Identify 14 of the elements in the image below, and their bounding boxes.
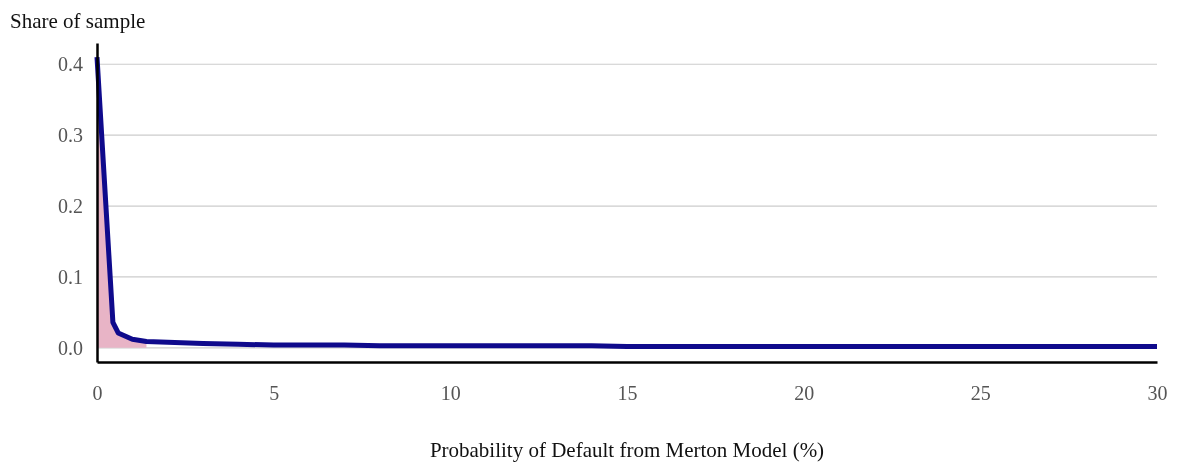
y-axis-title: Share of sample (10, 9, 146, 33)
x-axis-title: Probability of Default from Merton Model (%) (429, 438, 825, 462)
x-tick-label: 0 (92, 382, 103, 405)
x-tick-label: 30 (1147, 382, 1168, 405)
x-tick-label: 5 (269, 382, 280, 405)
y-tick-label: 0.0 (58, 336, 83, 359)
y-tick-label: 0.2 (58, 194, 83, 217)
x-tick-label: 10 (440, 382, 461, 405)
y-tick-label: 0.3 (58, 124, 83, 147)
x-tick-label: 15 (617, 382, 638, 405)
x-tick-label: 25 (970, 382, 991, 405)
x-tick-label: 20 (794, 382, 815, 405)
y-tick-label: 0.1 (58, 265, 83, 288)
y-tick-label: 0.4 (58, 53, 83, 76)
